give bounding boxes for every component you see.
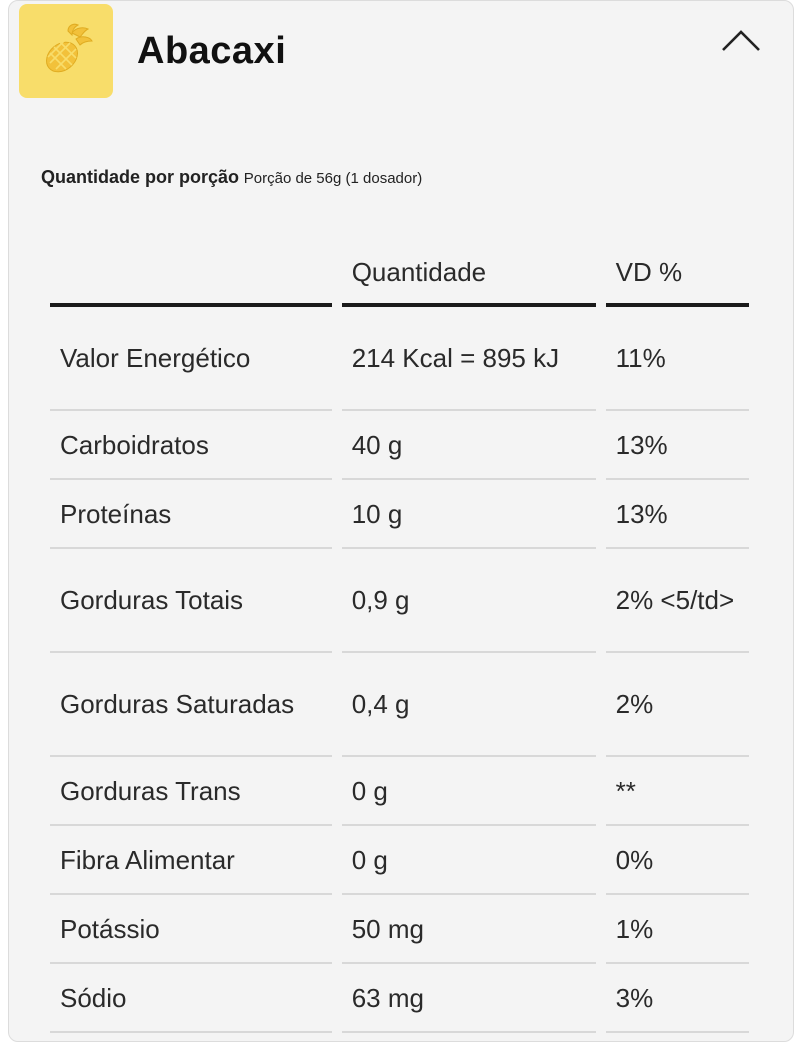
serving-info: Quantidade por porção Porção de 56g (1 d… [41, 167, 422, 188]
nutrient-dv: 2% [605, 653, 749, 757]
table-row: Valor Energético 214 Kcal = 895 kJ 11% [50, 307, 749, 411]
table-row: Gorduras Trans 0 g ** [50, 757, 749, 826]
product-title: Abacaxi [137, 30, 287, 72]
table-row: Carboidratos 40 g 13% [50, 411, 749, 480]
table-row: Gorduras Totais 0,9 g 2% <5/td> [50, 549, 749, 653]
column-header-dv: VD % [605, 241, 749, 307]
nutrient-amount: 0 g [341, 826, 596, 895]
nutrient-dv: 11% [605, 307, 749, 411]
table-row: Sódio 63 mg 3% [50, 964, 749, 1033]
column-header-amount: Quantidade [341, 241, 596, 307]
nutrient-dv: 3% [605, 964, 749, 1033]
nutrient-name: Gorduras Saturadas [50, 653, 332, 757]
nutrient-amount: 40 g [341, 411, 596, 480]
nutrient-name: Fibra Alimentar [50, 826, 332, 895]
nutrient-amount: 214 Kcal = 895 kJ [341, 307, 596, 411]
nutrition-table: Quantidade VD % Valor Energético 214 Kca… [40, 241, 759, 1033]
nutrient-amount: 10 g [341, 480, 596, 549]
accordion-header[interactable]: Abacaxi [19, 4, 789, 99]
nutrient-dv: 0% [605, 826, 749, 895]
nutrient-name: Carboidratos [50, 411, 332, 480]
serving-portion: Porção de 56g (1 dosador) [243, 170, 423, 187]
nutrient-amount: 63 mg [341, 964, 596, 1033]
serving-label: Quantidade por porção [41, 167, 240, 187]
table-header-row: Quantidade VD % [50, 241, 749, 307]
column-header-nutrient [50, 241, 332, 307]
nutrient-name: Gorduras Trans [50, 757, 332, 826]
table-row: Gorduras Saturadas 0,4 g 2% [50, 653, 749, 757]
nutrient-name: Valor Energético [50, 307, 332, 411]
table-row: Fibra Alimentar 0 g 0% [50, 826, 749, 895]
nutrient-dv: 1% [605, 895, 749, 964]
nutrient-dv: 13% [605, 480, 749, 549]
nutrient-amount: 0 g [341, 757, 596, 826]
chevron-up-icon[interactable] [719, 18, 763, 54]
nutrient-amount: 0,9 g [341, 549, 596, 653]
nutrient-amount: 0,4 g [341, 653, 596, 757]
nutrient-dv: ** [605, 757, 749, 826]
nutrition-card: Abacaxi Quantidade por porção Porção de … [8, 0, 794, 1042]
nutrient-name: Sódio [50, 964, 332, 1033]
nutrient-amount: 50 mg [341, 895, 596, 964]
nutrient-name: Potássio [50, 895, 332, 964]
pineapple-icon [19, 4, 113, 98]
nutrient-dv: 2% <5/td> [605, 549, 749, 653]
nutrient-name: Gorduras Totais [50, 549, 332, 653]
nutrient-dv: 13% [605, 411, 749, 480]
table-row: Proteínas 10 g 13% [50, 480, 749, 549]
table-row: Potássio 50 mg 1% [50, 895, 749, 964]
nutrient-name: Proteínas [50, 480, 332, 549]
